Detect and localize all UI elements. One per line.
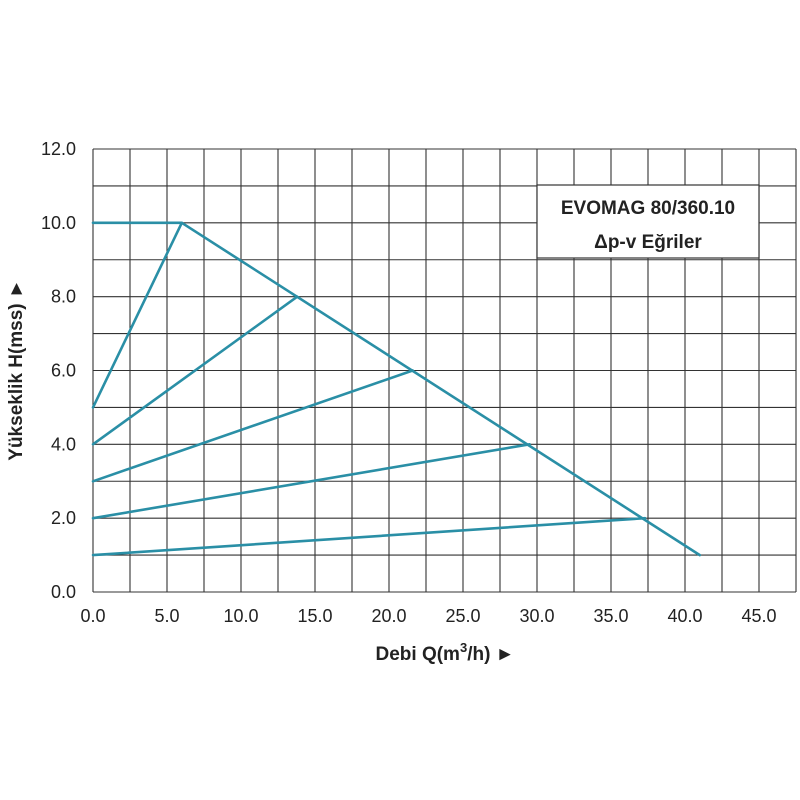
x-tick-labels: 0.0 5.0 10.0 15.0 20.0 25.0 30.0 35.0 40.0 45.0 (80, 606, 776, 626)
chart-subtitle: Δp-v Eğriler (594, 232, 702, 253)
x-tick-label: 20.0 (371, 606, 406, 626)
y-tick-label: 4.0 (51, 434, 76, 454)
x-tick-label: 25.0 (445, 606, 480, 626)
x-tick-label: 5.0 (154, 606, 179, 626)
y-tick-label: 8.0 (51, 287, 76, 307)
x-tick-label: 0.0 (80, 606, 105, 626)
series-line-5 (91, 442, 531, 520)
x-tick-label: 15.0 (297, 606, 332, 626)
legend-box: EVOMAG 80/360.10 Δp-v Eğriler (536, 184, 760, 259)
x-axis-title-suffix: /h) ► (467, 644, 514, 665)
chart-title: EVOMAG 80/360.10 (561, 198, 735, 219)
y-tick-label: 2.0 (51, 508, 76, 528)
y-tick-label: 12.0 (41, 139, 76, 159)
x-axis-title-superscript: 3 (460, 640, 467, 655)
series-group (91, 221, 702, 557)
x-tick-label: 10.0 (223, 606, 258, 626)
x-tick-label: 35.0 (593, 606, 628, 626)
y-tick-labels: 0.0 2.0 4.0 6.0 8.0 10.0 12.0 (41, 139, 76, 602)
x-tick-label: 30.0 (519, 606, 554, 626)
y-axis-title: Yükseklik H(mss) ► (6, 279, 27, 460)
series-line-1 (91, 221, 702, 557)
series-line-3 (91, 295, 299, 446)
grid (92, 148, 797, 593)
x-tick-label: 45.0 (741, 606, 776, 626)
x-axis-title: Debi Q(m3/h) ► (376, 640, 515, 665)
y-tick-label: 6.0 (51, 361, 76, 381)
series-line-2 (91, 221, 184, 409)
y-tick-label: 0.0 (51, 582, 76, 602)
x-axis-title-prefix: Debi Q(m (376, 644, 460, 665)
series-line-4 (91, 369, 415, 483)
x-tick-label: 40.0 (667, 606, 702, 626)
series-line-6 (91, 516, 647, 557)
y-tick-label: 10.0 (41, 213, 76, 233)
